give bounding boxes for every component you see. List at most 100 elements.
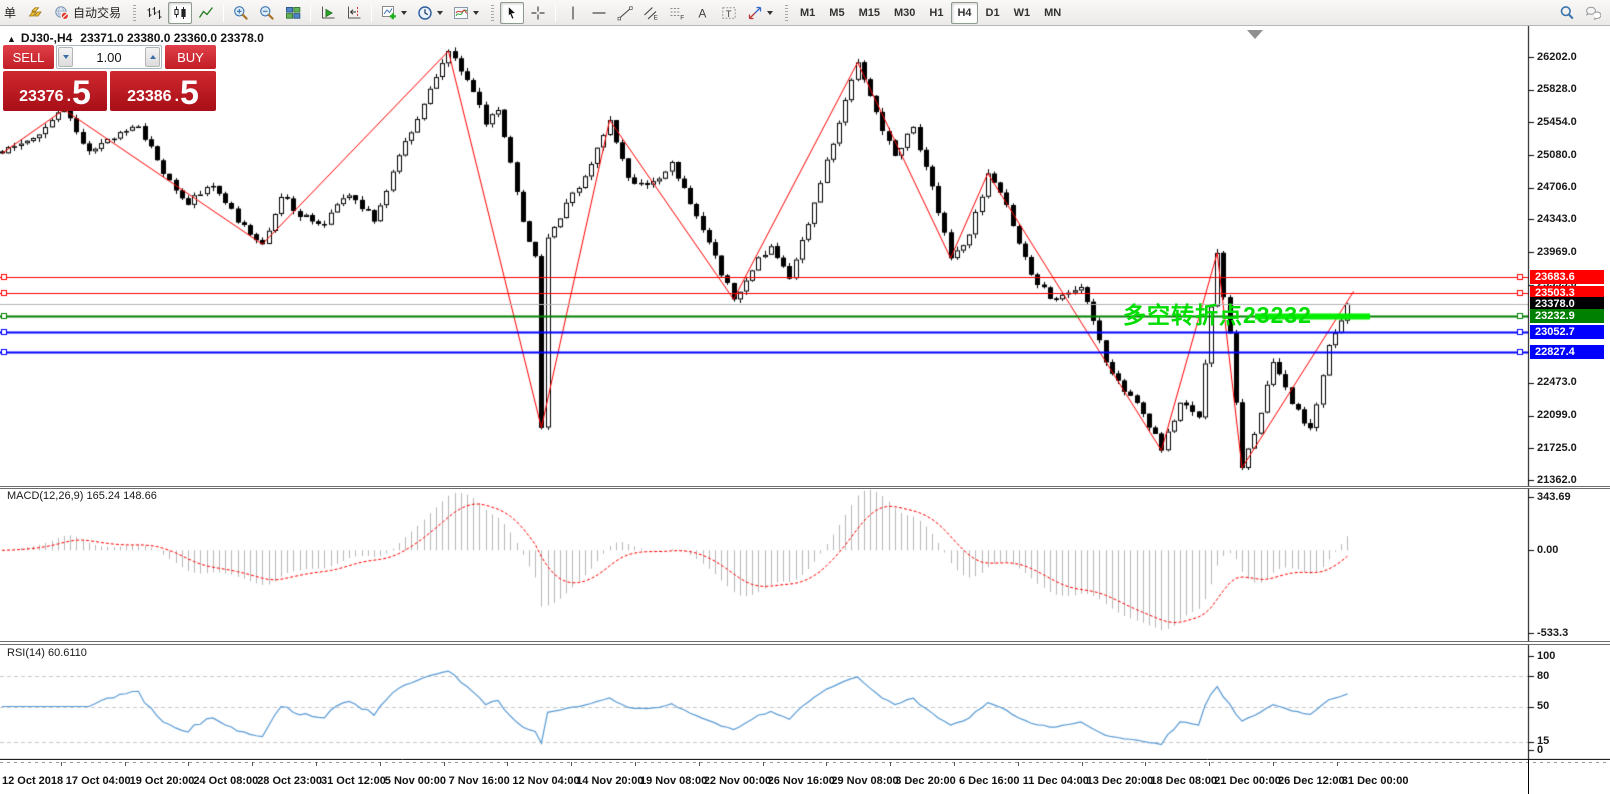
time-label: 22 Nov 00:00 <box>703 775 772 787</box>
candlestick-chart-button[interactable] <box>168 1 193 24</box>
time-label: 24 Oct 08:00 <box>193 775 259 787</box>
chat-button[interactable] <box>1581 2 1605 24</box>
template-icon <box>453 5 469 21</box>
time-label: 19 Oct 20:00 <box>129 775 195 787</box>
svg-text:T: T <box>726 8 732 19</box>
sell-button[interactable]: SELL <box>3 45 54 69</box>
fibonacci-button[interactable]: F <box>665 2 689 24</box>
horizontal-line-button[interactable] <box>587 2 611 24</box>
timeframe-label: H1 <box>929 6 944 19</box>
label-tool-button[interactable]: T <box>717 2 741 24</box>
time-tick <box>1017 762 1019 766</box>
time-label: 28 Oct 23:00 <box>257 775 323 787</box>
search-icon <box>1559 5 1575 21</box>
ask-price-button[interactable]: 23386. 5 <box>110 71 216 111</box>
search-button[interactable] <box>1555 2 1579 24</box>
time-label: 26 Nov 16:00 <box>767 775 835 787</box>
toolbar-grip[interactable] <box>785 4 789 21</box>
panel-divider-main-macd[interactable] <box>0 486 1610 489</box>
horizontal-line-icon <box>591 5 607 21</box>
time-label: 6 Dec 16:00 <box>959 775 1020 787</box>
chart-shift-marker-icon[interactable] <box>1247 30 1263 39</box>
svg-text:E: E <box>654 14 659 21</box>
arrows-icon <box>747 5 763 21</box>
time-label: 3 Dec 20:00 <box>895 775 956 787</box>
order-button[interactable]: 单 <box>0 2 22 24</box>
crosshair-icon <box>530 5 546 21</box>
bar-chart-button[interactable] <box>142 2 166 24</box>
one-click-trading-panel: SELL 1.00 BUY 23376. 5 23386. 5 <box>3 45 216 111</box>
buy-button[interactable]: BUY <box>165 45 216 69</box>
toolbar-grip[interactable] <box>133 4 137 21</box>
timeframe-mn[interactable]: MN <box>1038 2 1067 24</box>
time-tick <box>379 762 381 766</box>
volume-decrease-button[interactable] <box>58 47 73 67</box>
time-label: 31 Oct 12:00 <box>321 775 386 787</box>
bid-main-digits: 23376 <box>19 88 64 105</box>
chat-icon <box>1585 5 1601 21</box>
timeframe-d1[interactable]: D1 <box>980 2 1006 24</box>
time-axis[interactable]: 12 Oct 2018 17 Oct 04:00 19 Oct 20:00 24 Oc… <box>0 760 1610 794</box>
bid-price-button[interactable]: 23376. 5 <box>3 71 107 111</box>
time-tick <box>826 762 828 766</box>
toolbar-group-timeframes: M1 M5 M15 M30 H1 H4 D1 W1 MN <box>778 0 1068 26</box>
timeframe-m30[interactable]: M30 <box>888 2 921 24</box>
equidistant-channel-button[interactable]: E <box>639 2 663 24</box>
indicators-button[interactable] <box>377 2 411 24</box>
zoom-in-button[interactable] <box>229 2 253 24</box>
arrows-button[interactable] <box>743 2 777 24</box>
dropdown-caret-icon[interactable] <box>473 11 480 18</box>
periods-button[interactable] <box>413 2 447 24</box>
timeframe-m1[interactable]: M1 <box>794 2 821 24</box>
toolbar-group-right <box>1554 0 1606 26</box>
chart-canvas[interactable] <box>0 26 1610 760</box>
tile-windows-icon <box>285 5 301 21</box>
timeframe-label: D1 <box>985 6 1000 19</box>
tile-windows-button[interactable] <box>281 2 305 24</box>
dropdown-caret-icon[interactable] <box>767 11 774 18</box>
auto-scroll-button[interactable] <box>316 2 340 24</box>
line-chart-icon <box>198 5 214 21</box>
toolbar-separator <box>371 3 373 22</box>
templates-button[interactable] <box>449 2 483 24</box>
time-label: 5 Nov 00:00 <box>384 775 446 787</box>
auto-trading-button[interactable]: 自动交易 <box>50 2 125 24</box>
gold-icon <box>28 5 44 21</box>
vertical-line-button[interactable] <box>561 2 585 24</box>
dropdown-caret-icon[interactable] <box>437 11 444 18</box>
timeframe-m15[interactable]: M15 <box>853 2 886 24</box>
zoom-out-button[interactable] <box>255 2 279 24</box>
dropdown-caret-icon[interactable] <box>401 11 408 18</box>
text-tool-button[interactable]: A <box>691 2 715 24</box>
time-tick <box>571 762 573 766</box>
auto-trading-button-label: 自动交易 <box>73 6 122 20</box>
gold-button[interactable] <box>24 2 48 24</box>
toolbar-grip[interactable] <box>491 4 495 21</box>
time-label: 14 Nov 20:00 <box>576 775 644 787</box>
panel-divider-macd-rsi[interactable] <box>0 641 1610 645</box>
clock-icon <box>417 5 433 21</box>
crosshair-button[interactable] <box>526 2 550 24</box>
zoom-out-icon <box>259 5 275 21</box>
timeframe-m5[interactable]: M5 <box>823 2 850 24</box>
timeframe-h4[interactable]: H4 <box>951 1 978 24</box>
timeframe-h1[interactable]: H1 <box>923 2 949 24</box>
chart-shift-button[interactable] <box>342 2 366 24</box>
time-tick <box>1145 762 1147 766</box>
collapse-trade-panel-button[interactable]: ▲ <box>7 34 16 44</box>
time-tick <box>1209 762 1211 766</box>
cursor-button[interactable] <box>500 1 525 24</box>
trendline-button[interactable] <box>613 2 637 24</box>
axis-corner-line <box>1528 760 1529 794</box>
timeframe-w1[interactable]: W1 <box>1008 2 1037 24</box>
time-tick <box>890 762 892 766</box>
chart-annotation-text: 多空转折点23232 <box>1123 302 1312 328</box>
time-tick <box>1081 762 1083 766</box>
volume-input[interactable]: 1.00 <box>96 49 122 65</box>
symbol-period-label: DJ30-,H4 <box>20 31 73 45</box>
volume-increase-button[interactable] <box>145 47 160 67</box>
line-chart-button[interactable] <box>194 2 218 24</box>
timeframe-label: M30 <box>893 6 916 19</box>
time-label: 18 Dec 08:00 <box>1150 775 1218 787</box>
cursor-icon <box>504 5 520 21</box>
